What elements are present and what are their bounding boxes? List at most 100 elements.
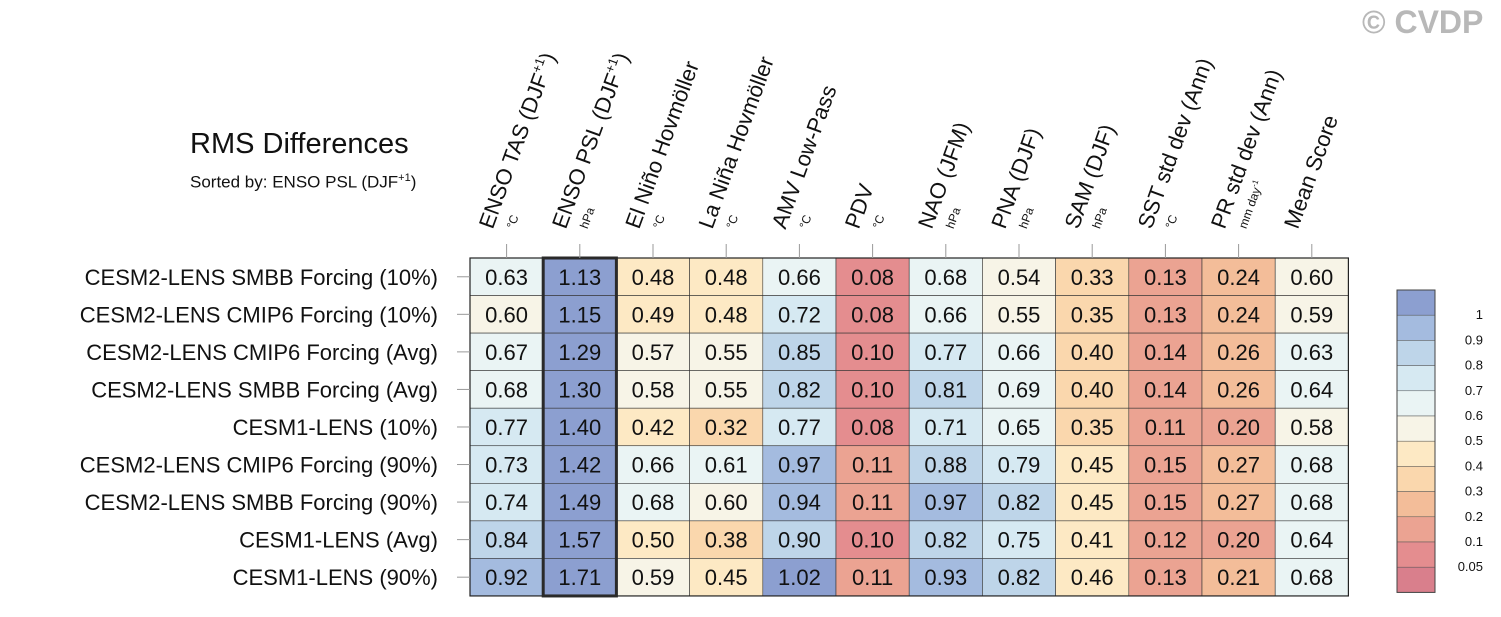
heatmap-cell [616,445,690,484]
column-label: ENSO PSL (DJF+1) [546,49,634,232]
cell-value-label: 0.97 [924,490,967,515]
cell-value-label: 0.66 [924,302,967,327]
cell-value-label: 0.57 [632,340,675,365]
cell-value-label: 0.11 [852,453,893,478]
heatmap-cell [1274,407,1349,447]
heatmap-cell [1274,558,1349,597]
column-unit-text: hPa [577,205,598,230]
colorbar-tick-label: 1 [1476,307,1483,322]
chart-title: RMS Differences [190,128,409,160]
column-label-text: NAO (JFM) [913,119,975,232]
cell-value-label: 1.15 [558,302,601,327]
heatmap-cell [1201,257,1276,296]
colorbar-swatch [1396,516,1436,543]
column-header: SAM (DJF)hPa [1059,121,1120,232]
heatmap-cell [616,482,690,522]
heatmap-cell [469,295,544,334]
column-label-text: SST std dev (Ann) [1133,55,1218,232]
heatmap-cell [1201,445,1276,484]
cell-value-label: 0.38 [705,528,748,553]
column-label-text: Mean Score [1279,112,1343,232]
column-label-text: SAM (DJF) [1059,121,1120,232]
column-unit-text: °C [870,213,888,231]
column-label: ENSO TAS (DJF+1) [473,49,561,232]
column-unit: °C [650,213,668,231]
column-label: SAM (DJF) [1059,121,1120,232]
heatmap-cell [1201,407,1276,447]
colorbar-tick-label: 0.2 [1465,509,1483,524]
cell-value-label: 0.42 [632,415,675,440]
heatmap-cell [762,295,837,334]
row-label: CESM2-LENS SMBB Forcing (Avg) [91,377,438,402]
column-unit: hPa [1089,205,1110,230]
cell-value-label: 0.20 [1217,415,1260,440]
column-label: PNA (DJF) [986,124,1045,231]
heatmap-cell [835,332,910,371]
row-label: CESM2-LENS SMBB Forcing (10%) [85,265,438,290]
cell-value-label: 0.10 [851,340,894,365]
cell-value-label: 0.68 [924,265,967,290]
cell-value-label: 0.08 [851,415,894,440]
cell-value-label: 0.68 [1290,490,1333,515]
heatmap-cell [1201,295,1276,334]
cell-value-label: 0.67 [485,340,528,365]
heatmap-cell [1055,407,1130,447]
cell-value-label: 0.50 [632,528,675,553]
colorbar-swatch [1396,415,1436,442]
row-label: CESM1-LENS (90%) [233,565,438,590]
cell-value-label: 0.40 [1071,340,1114,365]
heatmap-cell [982,520,1056,559]
column-label: El Niño Hovmöller [620,58,704,232]
cell-value-label: 0.55 [705,377,748,402]
heatmap-cell [1055,295,1130,334]
cell-value-label: 0.82 [778,377,821,402]
cell-value-label: 0.68 [1290,453,1333,478]
heatmap-cell [1274,295,1349,334]
column-unit-text: °C [1163,213,1181,231]
column-unit: hPa [577,205,598,230]
heatmap-cell [542,407,617,447]
cell-value-label: 0.68 [485,377,528,402]
column-unit: °C [723,213,741,231]
cell-value-label: 0.59 [1290,302,1333,327]
cell-value-label: 0.49 [632,302,675,327]
column-unit: °C [797,213,815,231]
colorbar-tick-label: 0.3 [1465,484,1483,499]
heatmap-cell [542,482,617,522]
row-label: CESM1-LENS (10%) [233,415,438,440]
column-unit: °C [504,213,522,231]
cell-value-label: 0.13 [1144,265,1187,290]
heatmap-cell [762,445,837,484]
cell-value-label: 0.65 [998,415,1041,440]
cell-value-label: 0.45 [1071,490,1114,515]
heatmap-cell [1128,407,1203,447]
cell-value-label: 0.75 [998,528,1041,553]
cell-value-label: 0.10 [851,528,894,553]
cell-value-label: 0.33 [1071,265,1114,290]
column-label-superscript: +1 [602,56,621,75]
column-unit-text: °C [650,213,668,231]
heatmap-cell [835,407,910,447]
cell-value-label: 0.63 [1290,340,1333,365]
cell-value-label: 0.68 [1290,565,1333,590]
cell-value-label: 1.40 [558,415,601,440]
cell-value-label: 0.82 [998,565,1041,590]
colorbar-tick-label: 0.5 [1465,433,1483,448]
cell-value-label: 0.35 [1071,415,1114,440]
cell-value-label: 1.71 [558,565,601,590]
cell-value-label: 0.08 [851,302,894,327]
heatmap-cell [1274,257,1349,296]
cell-value-label: 0.72 [778,302,821,327]
heatmap-cell [908,332,983,371]
cell-value-label: 0.14 [1144,340,1187,365]
cell-value-label: 0.61 [705,453,748,478]
colorbar-tick-label: 0.4 [1465,458,1483,473]
cell-value-label: 0.26 [1217,340,1260,365]
heatmap-cell [1128,482,1203,522]
column-unit-text: hPa [1016,205,1037,230]
cell-value-label: 0.58 [1290,415,1333,440]
subtitle-end: ) [410,172,417,192]
column-label: AMV Low-Pass [767,82,842,232]
cell-value-label: 0.48 [705,265,748,290]
colorbar-swatch [1396,365,1436,392]
